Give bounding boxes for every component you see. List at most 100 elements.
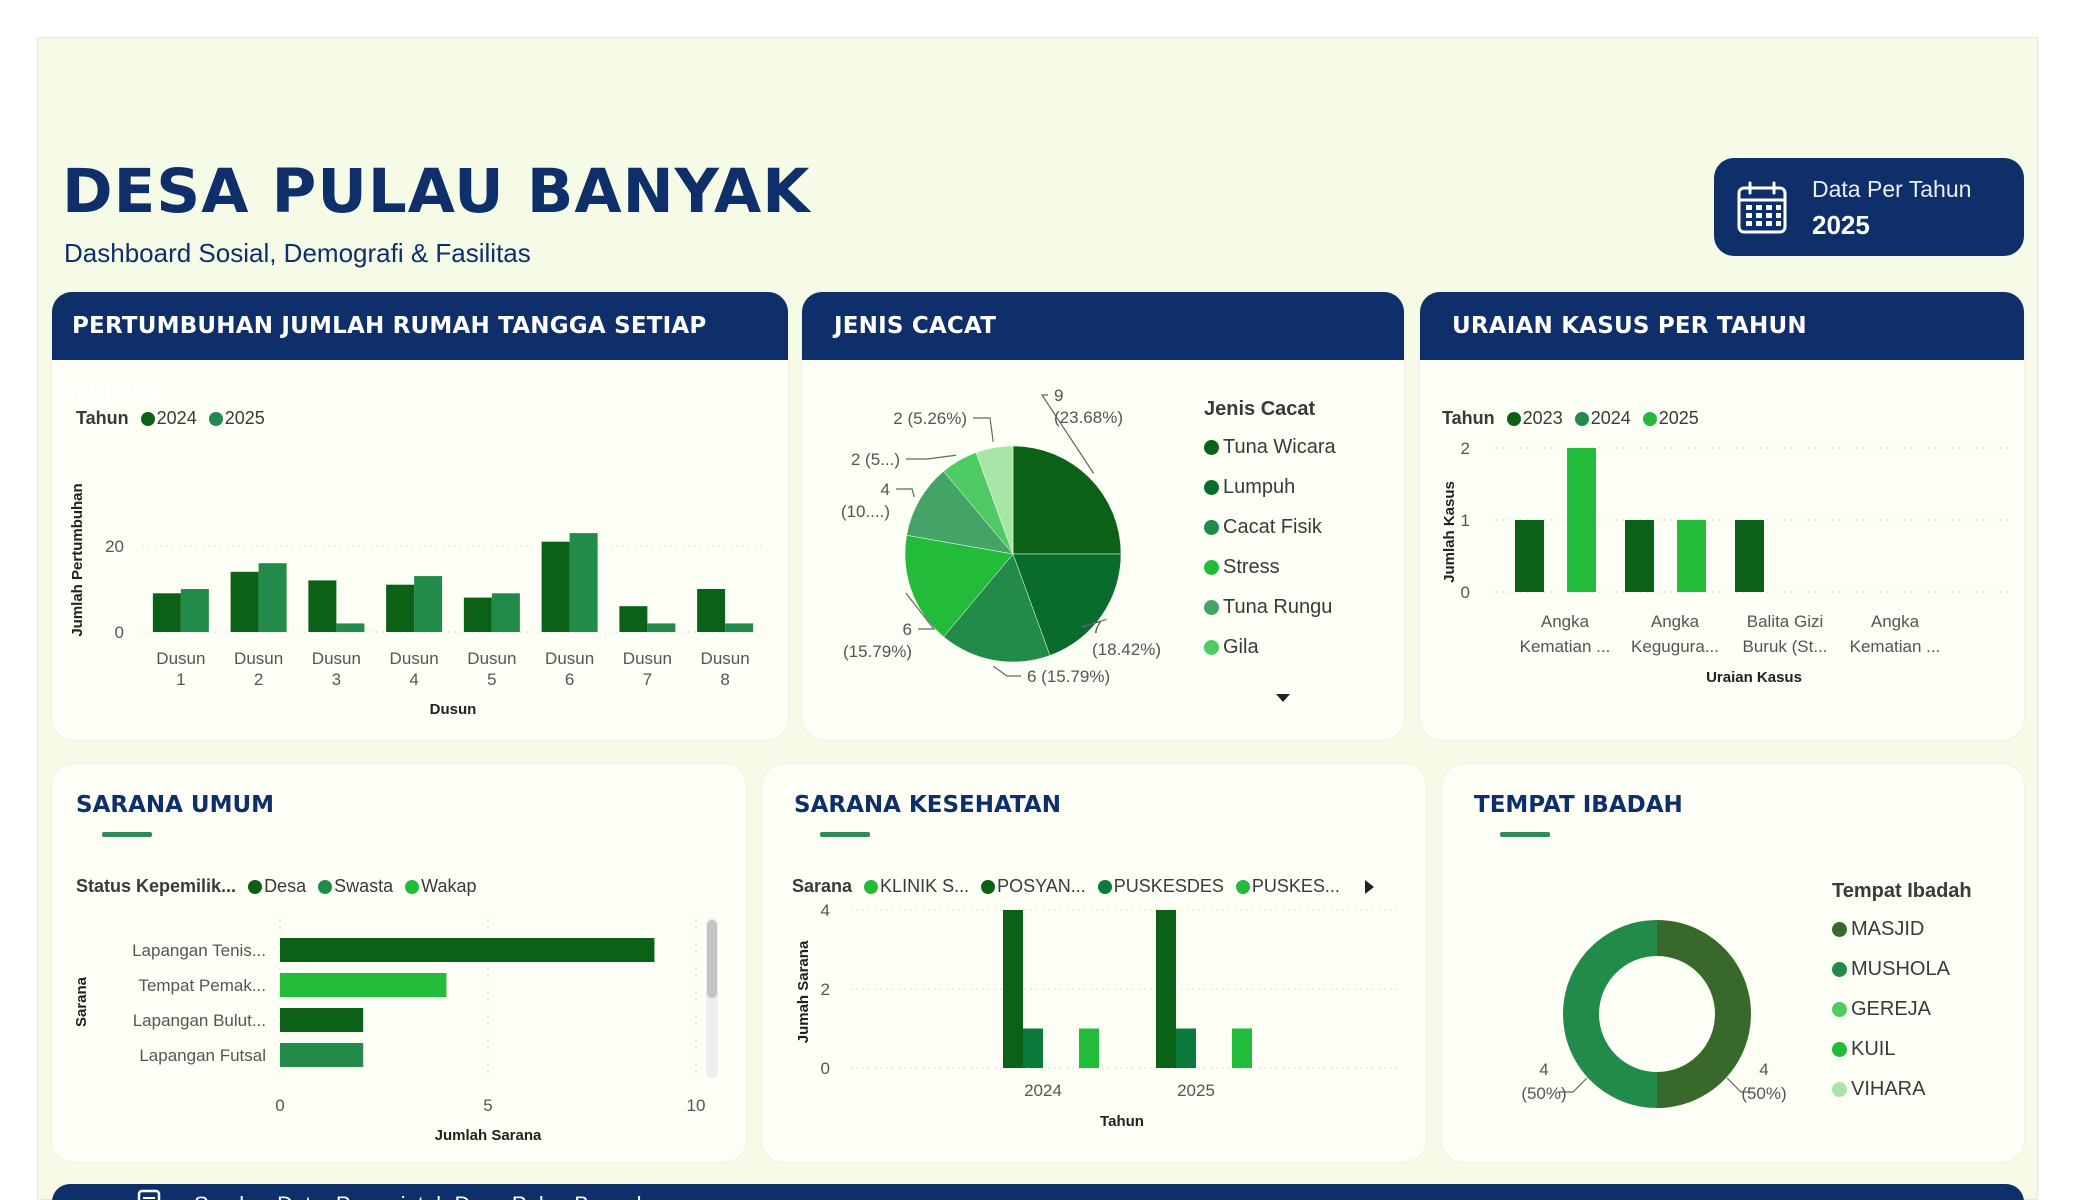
y-tick-label: 2: [821, 980, 830, 999]
card-sarana-umum: SARANA UMUM Status Kepemilik... Desa Swast…: [52, 764, 746, 1162]
x-tick-label: 3: [332, 670, 341, 689]
x-tick-label: Dusun: [467, 649, 516, 668]
legend-dot: [981, 879, 996, 894]
legend-item[interactable]: MUSHOLA: [1832, 949, 1972, 989]
pie-slice: [975, 445, 1014, 555]
legend-item[interactable]: Gila: [1204, 627, 1336, 667]
x-tick-label: Kegugura...: [1631, 637, 1719, 656]
legend-item[interactable]: PUSKES...: [1235, 876, 1340, 897]
legend-label: KUIL: [1851, 1037, 1896, 1060]
leader-line: [906, 454, 957, 460]
bar: [1079, 1028, 1099, 1068]
legend-scroll-down-icon[interactable]: [1274, 692, 1292, 704]
legend-item[interactable]: Cacat Fisik: [1204, 507, 1336, 547]
chart-uraian-kasus: 0 1 2 Angka Kematian ... Angka Kegugura... Bali…: [1441, 439, 2010, 686]
legend-jenis-cacat: Jenis Cacat Tuna Wicara Lumpuh Cacat Fisik S…: [1204, 398, 1336, 667]
chart-tempat-ibadah: 4 (50%) 4 (50%): [1521, 920, 1787, 1108]
legend-item[interactable]: KUIL: [1832, 1029, 1972, 1069]
leader-line: [973, 417, 994, 442]
legend-label: Stress: [1223, 555, 1280, 578]
card-sarana-kesehatan: SARANA KESEHATAN Sarana KLINIK S... POSYAN…: [762, 764, 1426, 1162]
bar: [463, 597, 492, 632]
x-tick-label: Dusun: [623, 649, 672, 668]
y-tick-label: 2: [1461, 439, 1470, 458]
y-tick-label: 4: [821, 904, 830, 920]
legend-label: Swasta: [334, 876, 394, 896]
bar: [258, 563, 287, 632]
legend-dot: [1832, 1081, 1847, 1097]
legend-label: PUSKESDES: [1113, 876, 1224, 896]
legend-item[interactable]: POSYAN...: [981, 876, 1086, 897]
legend-item[interactable]: GEREJA: [1832, 989, 1972, 1029]
legend-item[interactable]: Tuna Wicara: [1204, 427, 1336, 467]
card-title-sarana-kesehatan: SARANA KESEHATAN: [794, 792, 1061, 818]
year-badge: Data Per Tahun 2025: [1714, 158, 2024, 256]
donut-data-label: 4: [1759, 1060, 1768, 1079]
pie-data-label: 9: [1054, 386, 1063, 405]
chart-scrollbar-thumb[interactable]: [707, 920, 717, 998]
legend-next-arrow-icon[interactable]: [1362, 878, 1376, 896]
x-tick-label: 0: [275, 1096, 284, 1115]
y-tick-label: 20: [105, 537, 124, 556]
legend-dot: [1574, 411, 1589, 426]
bar: [725, 623, 754, 632]
bar: [491, 593, 520, 632]
x-tick-label: 5: [483, 1096, 492, 1115]
legend-dot: [1204, 639, 1219, 655]
x-tick-label: Angka: [1541, 612, 1590, 631]
y-tick-label: 0: [1461, 583, 1470, 602]
bar: [180, 589, 209, 632]
x-tick-label: 1: [176, 670, 185, 689]
legend-item[interactable]: PUSKESDES: [1097, 876, 1224, 897]
legend-dot: [1097, 879, 1112, 894]
legend-item[interactable]: MASJID: [1832, 909, 1972, 949]
legend-item[interactable]: 2025: [1642, 408, 1699, 429]
legend-dot: [248, 879, 263, 894]
legend-item[interactable]: 2024: [1574, 408, 1631, 429]
legend-item[interactable]: Desa: [248, 876, 306, 897]
pie-data-label: 2 (5.26%): [893, 409, 967, 428]
legend-label: PUSKES...: [1251, 876, 1340, 896]
legend-label: MUSHOLA: [1851, 957, 1950, 980]
legend-item[interactable]: 2025: [208, 408, 265, 429]
x-tick-label: 2024: [1024, 1081, 1062, 1100]
x-axis-title: Uraian Kasus: [1706, 669, 1802, 686]
y-tick-label: Lapangan Tenis...: [132, 941, 266, 960]
leader-line: [905, 592, 936, 630]
footer-text: Sumber Data: Pemerintah Desa Pulau Banya…: [194, 1192, 648, 1200]
y-tick-label: Tempat Pemak...: [138, 976, 266, 995]
legend-item[interactable]: VIHARA: [1832, 1069, 1972, 1109]
bar: [230, 571, 259, 632]
legend-tempat-ibadah: Tempat Ibadah MASJID MUSHOLA GEREJA KUIL VIHA…: [1832, 880, 1972, 1109]
legend-item[interactable]: Stress: [1204, 547, 1336, 587]
pie-data-label: 4: [881, 480, 890, 499]
bar: [152, 593, 181, 632]
chart-scrollbar-track[interactable]: [706, 918, 718, 1078]
card-title-tempat-ibadah: TEMPAT IBADAH: [1474, 792, 1683, 818]
x-tick-label: Balita Gizi: [1747, 612, 1824, 631]
pie-data-label: (10....): [841, 502, 890, 521]
legend-sarana-umum: Status Kepemilik... Desa Swasta Wakap: [76, 876, 482, 897]
legend-title: Tahun: [76, 408, 129, 428]
legend-item[interactable]: Wakap: [405, 876, 476, 897]
calendar-icon: [1737, 181, 1787, 234]
title-underline: [820, 832, 870, 837]
bar: [1003, 910, 1023, 1068]
legend-dot: [1832, 1041, 1847, 1057]
x-tick-label: Dusun: [312, 649, 361, 668]
legend-item[interactable]: Swasta: [318, 876, 393, 897]
legend-item[interactable]: Tuna Rungu: [1204, 587, 1336, 627]
legend-dot: [864, 879, 879, 894]
legend-title: Tahun: [1442, 408, 1495, 428]
legend-item[interactable]: 2023: [1506, 408, 1563, 429]
bar: [1735, 520, 1764, 592]
legend-label: 2025: [1658, 408, 1699, 428]
x-tick-label: Kematian ...: [1520, 637, 1611, 656]
legend-item[interactable]: KLINIK S...: [864, 876, 969, 897]
card-title-jenis-cacat: JENIS CACAT: [802, 292, 1404, 360]
bar: [1625, 520, 1654, 592]
legend-item[interactable]: 2024: [140, 408, 197, 429]
bar: [1232, 1028, 1252, 1068]
legend-label: Cacat Fisik: [1223, 515, 1322, 538]
legend-item[interactable]: Lumpuh: [1204, 467, 1336, 507]
